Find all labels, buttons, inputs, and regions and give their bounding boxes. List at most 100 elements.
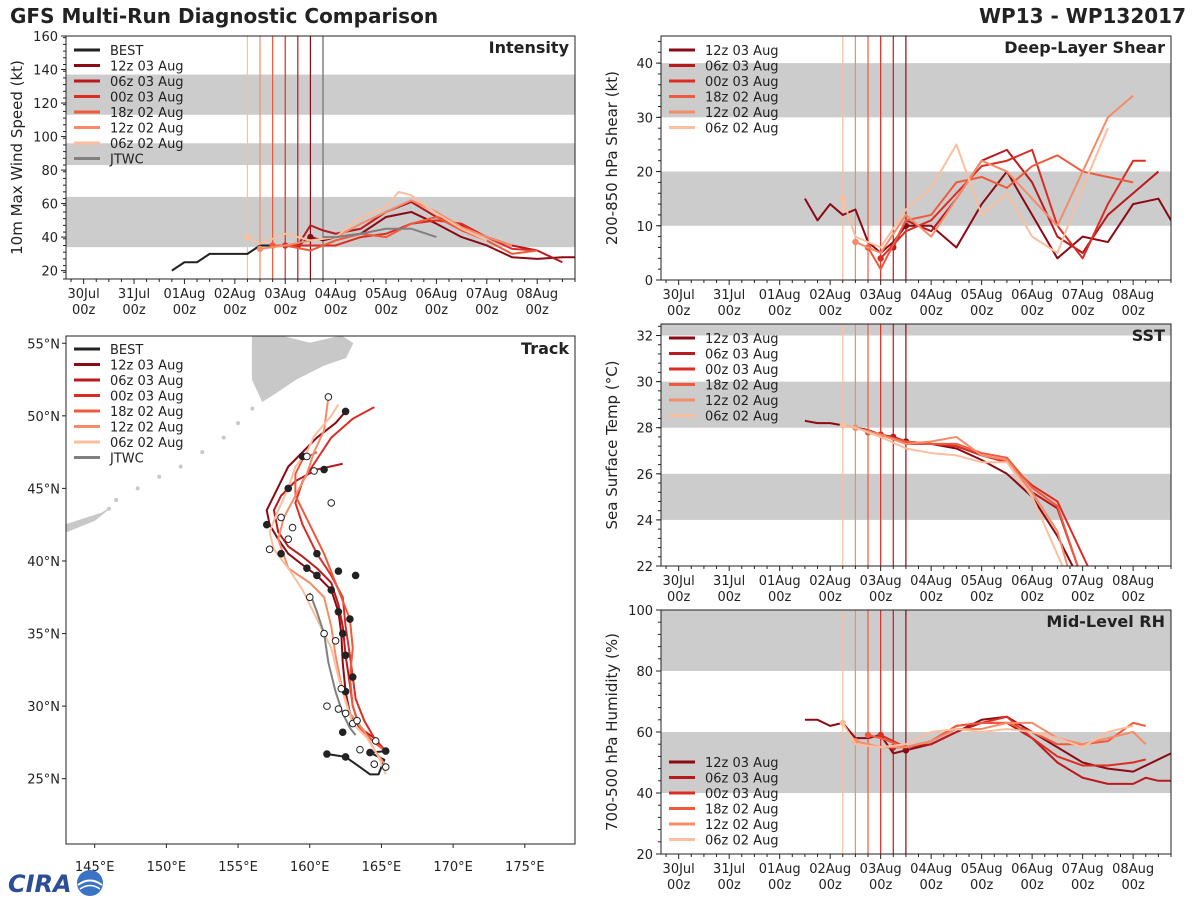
intensity-xtick-sublabel: 00z [374,303,398,318]
track-ytick-label: 30°N [27,700,60,715]
intensity-ytick-label: 120 [33,97,58,112]
track-line [294,406,387,752]
rh-xtick-label: 31Jul [713,862,745,877]
intensity-series-line [259,199,513,250]
shear-xtick-sublabel: 00z [667,304,691,319]
track-position-marker [320,465,328,474]
globe-emblem-icon [77,870,103,896]
track-position-marker [341,651,350,660]
track-position-marker [313,571,321,580]
sst-xtick-label: 06Aug [1011,574,1053,589]
track-position-marker [334,567,343,575]
sst-xtick-label: 31Jul [713,574,745,589]
intensity-ytick-label: 40 [41,231,58,246]
sst-legend-label: 06z 02 Aug [705,410,779,425]
shear-xtick-label: 05Aug [961,288,1003,303]
shear-legend-label: 12z 02 Aug [705,106,779,121]
shear-ylabel: 200-850 hPa Shear (kt) [603,71,621,245]
track-position-marker [370,760,379,768]
sst-xtick-label: 07Aug [1062,574,1104,589]
intensity-ytick-label: 60 [41,198,58,213]
shear-legend-label: 18z 02 Aug [705,91,779,106]
track-position-marker [341,709,350,718]
intensity-legend-label: 12z 03 Aug [110,60,184,75]
rh-xtick-label: 01Aug [759,862,801,877]
sst-series-line [867,431,1079,566]
rh-xtick-sublabel: 00z [970,878,994,893]
intensity-series-line [246,190,488,245]
intensity-xtick-label: 06Aug [415,287,457,302]
intensity-legend-label: 00z 03 Aug [110,91,184,106]
intensity-init-marker [307,233,314,241]
track-xtick-label: 175°E [505,860,545,875]
intensity-panel-title: Intensity [489,38,570,57]
rh-series-group [804,715,1171,785]
track-position-marker [305,593,314,602]
sst-xtick-sublabel: 00z [818,590,842,605]
shear-ytick-label: 20 [636,166,653,181]
intensity-series-group [171,190,575,272]
track-position-marker [353,716,361,725]
sst-panel: 22242628303230Jul00z31Jul00z01Aug00z02Au… [603,323,1172,605]
track-position-marker [351,571,360,580]
intensity-shaded-band [66,143,575,166]
sst-ytick-label: 22 [636,560,653,575]
track-position-marker [331,637,340,645]
rh-init-marker [864,731,872,739]
rh-xtick-label: 08Aug [1112,862,1154,877]
sst-ytick-label: 24 [636,514,653,529]
intensity-ytick-label: 100 [33,131,58,146]
intensity-legend-label: 06z 03 Aug [110,75,184,90]
track-ytick-label: 40°N [27,555,60,570]
rh-legend-label: 18z 02 Aug [705,803,779,818]
track-position-marker [334,607,343,616]
intensity-panel: 2040608010012014016030Jul00z31Jul00z01Au… [8,30,576,318]
shear-xtick-label: 01Aug [759,288,801,303]
sst-series-group [804,419,1089,566]
sst-legend-label: 12z 03 Aug [705,332,779,347]
shear-init-marker [839,195,846,202]
intensity-xtick-sublabel: 00z [223,303,247,318]
track-position-marker [338,728,347,737]
shear-series-line [892,148,1160,254]
intensity-legend-label: 06z 02 Aug [110,137,184,152]
intensity-xtick-label: 07Aug [466,287,508,302]
sst-shaded-band [661,324,1171,336]
intensity-legend-label: 18z 02 Aug [110,106,184,121]
shear-xtick-sublabel: 00z [717,304,741,319]
sst-ytick-label: 32 [636,330,653,345]
sst-shaded-band [661,381,1171,428]
intensity-series-line [272,215,538,255]
track-position-marker [313,549,321,558]
intensity-init-marker [244,233,251,241]
rh-ytick-label: 20 [636,848,653,863]
track-position-marker [381,747,390,755]
shear-xtick-label: 04Aug [910,288,952,303]
rh-ytick-label: 40 [636,787,653,802]
track-island [200,450,205,455]
track-island [157,474,162,479]
intensity-xtick-sublabel: 00z [475,303,499,318]
track-legend-label: 18z 02 Aug [110,405,184,420]
track-landmass [251,336,354,403]
intensity-xtick-label: 31Jul [118,287,150,302]
shear-xtick-label: 30Jul [663,288,695,303]
rh-series-line [893,721,1171,785]
sst-xtick-label: 08Aug [1112,574,1154,589]
sst-legend-label: 00z 03 Aug [705,363,779,378]
track-map-group [66,336,390,776]
track-position-marker [327,499,336,507]
sst-xtick-label: 02Aug [809,574,851,589]
track-xtick-label: 150°E [147,860,187,875]
track-position-marker [284,535,293,544]
intensity-xtick-sublabel: 00z [425,303,449,318]
intensity-xtick-sublabel: 00z [72,303,96,318]
rh-init-marker [877,731,884,739]
intensity-init-marker [256,245,264,253]
track-frame [65,335,576,845]
track-line [277,396,387,767]
track-island [221,435,226,440]
track-line [308,592,357,736]
rh-series-line [841,722,1134,749]
